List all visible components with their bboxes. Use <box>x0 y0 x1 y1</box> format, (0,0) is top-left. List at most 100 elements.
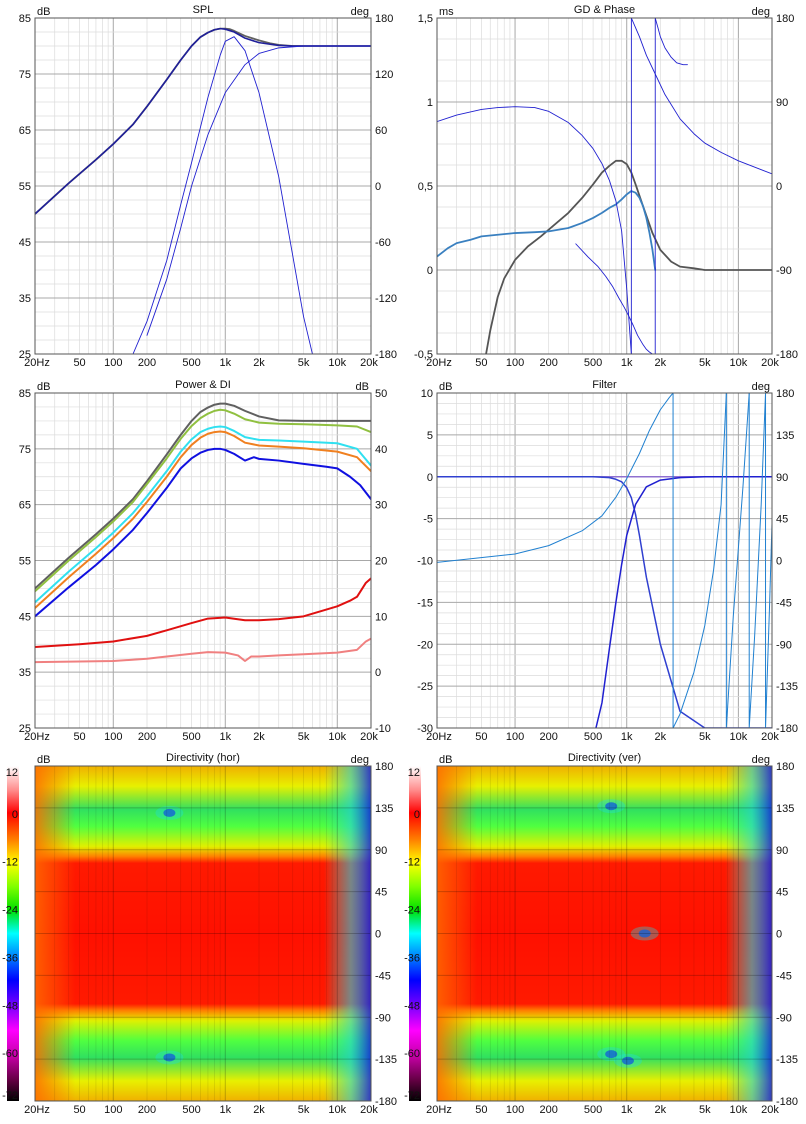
colorbar-tick-label: -12 <box>2 857 18 869</box>
y-tick-label-left: 55 <box>19 556 31 568</box>
x-tick-label: 20Hz <box>426 357 452 369</box>
series-line-7 <box>654 18 688 66</box>
y-tick-label-left: 0 <box>427 472 433 484</box>
x-tick-label: 500 <box>182 357 200 369</box>
y-tick-label-right: -45 <box>375 970 391 982</box>
colorbar-tick-label: -60 <box>404 1048 420 1060</box>
x-tick-label: 5k <box>699 1104 711 1116</box>
y-tick-label-right: 0 <box>776 929 782 941</box>
right-unit: dB <box>356 381 369 393</box>
x-tick-label: 5k <box>298 731 310 743</box>
colorbar-tick-label: 0 <box>414 809 420 821</box>
x-tick-label: 2k <box>655 731 667 743</box>
x-tick-label: 20Hz <box>24 357 50 369</box>
left-unit: dB <box>37 381 50 393</box>
y-tick-label-right: 0 <box>375 181 381 193</box>
y-tick-label-left: 1 <box>427 97 433 109</box>
colorbar-tick-label: -36 <box>2 952 18 964</box>
y-tick-label-right: 135 <box>776 430 794 442</box>
y-tick-label-left: 75 <box>19 69 31 81</box>
series-line-3 <box>35 430 371 609</box>
y-tick-label-left: 45 <box>19 611 31 623</box>
colorbar-tick-label: -12 <box>404 857 420 869</box>
y-tick-label-left: -30 <box>417 723 433 735</box>
y-tick-label-left: 85 <box>19 13 31 25</box>
series-line-4 <box>35 447 371 618</box>
series-line-1 <box>437 190 657 271</box>
y-tick-label-right: -180 <box>776 723 798 735</box>
x-tick-label: 1k <box>621 1104 633 1116</box>
x-tick-label: 200 <box>539 1104 557 1116</box>
x-tick-label: 20k <box>761 1104 779 1116</box>
y-tick-label-left: 0 <box>427 265 433 277</box>
right-unit: deg <box>351 754 369 766</box>
y-tick-label-right: -135 <box>776 1054 798 1066</box>
series-line-4 <box>630 18 772 175</box>
y-tick-label-right: 45 <box>375 887 387 899</box>
x-tick-label: 1k <box>621 731 633 743</box>
y-tick-label-left: -25 <box>417 681 433 693</box>
y-tick-label-right: 180 <box>375 761 393 773</box>
y-tick-label-right: 50 <box>375 388 387 400</box>
left-unit: dB <box>37 6 50 18</box>
y-tick-label-right: 135 <box>776 803 794 815</box>
right-unit: deg <box>351 6 369 18</box>
chart-directivity-hor: Directivity (hor) dB deg 20Hz 50 100 200 500 1k 2… <box>2 752 397 1116</box>
x-tick-label: 1k <box>219 357 231 369</box>
y-tick-label-right: -45 <box>776 970 792 982</box>
y-tick-label-right: 120 <box>375 69 393 81</box>
chart-title: GD & Phase <box>574 4 635 16</box>
y-tick-label-left: 65 <box>19 125 31 137</box>
y-tick-label-right: 30 <box>375 500 387 512</box>
plot-border <box>34 765 372 1102</box>
x-tick-label: 20Hz <box>426 1104 452 1116</box>
y-tick-label-right: 90 <box>776 472 788 484</box>
x-tick-label: 50 <box>475 731 487 743</box>
y-tick-label-right: -10 <box>375 723 391 735</box>
x-tick-label: 50 <box>475 1104 487 1116</box>
x-tick-label: 20k <box>761 731 779 743</box>
x-tick-label: 500 <box>182 731 200 743</box>
y-tick-label-left: 0,5 <box>418 181 433 193</box>
x-tick-label: 100 <box>506 357 524 369</box>
x-tick-label: 2k <box>655 1104 667 1116</box>
y-tick-label-right: -120 <box>375 293 397 305</box>
y-tick-label-right: -180 <box>776 349 798 361</box>
plot-border <box>436 392 773 729</box>
x-tick-label: 20k <box>761 357 779 369</box>
x-tick-label: 500 <box>584 1104 602 1116</box>
y-tick-label-left: -0,5 <box>414 349 433 361</box>
chart-directivity-ver: Directivity (ver) dB deg 20Hz 50 100 200 500 1k 2… <box>404 752 798 1116</box>
y-tick-label-left: 65 <box>19 500 31 512</box>
series-line-2 <box>437 106 632 354</box>
y-tick-label-right: -90 <box>776 265 792 277</box>
x-tick-label: 10k <box>328 357 346 369</box>
series-line-6 <box>748 393 767 728</box>
x-tick-label: 100 <box>104 731 122 743</box>
series-line-5 <box>575 243 656 354</box>
y-tick-label-left: 1,5 <box>418 13 433 25</box>
colorbar-tick-label: -36 <box>404 952 420 964</box>
x-tick-label: 5k <box>298 357 310 369</box>
right-unit: deg <box>752 754 770 766</box>
chart-title: Power & DI <box>175 379 231 391</box>
right-unit: deg <box>752 6 770 18</box>
series-line-3 <box>146 45 371 336</box>
chart-title: SPL <box>193 4 214 16</box>
x-tick-label: 100 <box>506 731 524 743</box>
chart-title: Directivity (hor) <box>166 752 240 764</box>
x-tick-label: 20Hz <box>24 1104 50 1116</box>
heatmap-image <box>437 766 772 1101</box>
x-tick-label: 200 <box>138 731 156 743</box>
y-tick-label-right: 0 <box>776 181 782 193</box>
x-tick-label: 500 <box>584 731 602 743</box>
colorbar-tick-label: -24 <box>2 905 18 917</box>
y-tick-label-left: 35 <box>19 293 31 305</box>
chart-title: Directivity (ver) <box>568 752 641 764</box>
left-unit: dB <box>439 381 452 393</box>
x-tick-label: 50 <box>73 357 85 369</box>
x-tick-label: 5k <box>699 731 711 743</box>
